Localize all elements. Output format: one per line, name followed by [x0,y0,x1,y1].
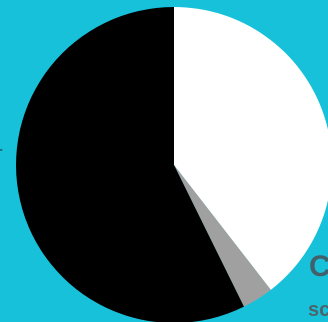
cropped-edge-label: - [0,143,3,157]
pie-slice-2 [174,165,271,307]
pie-slice-1 [174,7,328,290]
cropped-title-fragment: C [309,250,328,283]
pie-slice-3 [16,7,244,322]
cropped-subtitle-fragment: sc [308,299,328,321]
